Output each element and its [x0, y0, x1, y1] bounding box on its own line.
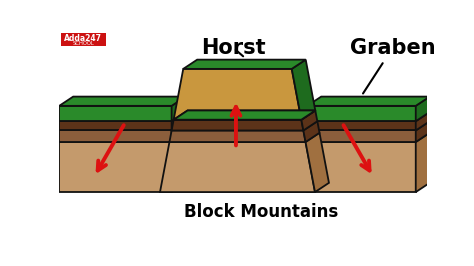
FancyBboxPatch shape: [61, 34, 106, 46]
Polygon shape: [172, 121, 186, 142]
Text: SCHOOL: SCHOOL: [73, 41, 94, 46]
Polygon shape: [172, 112, 186, 131]
Polygon shape: [416, 112, 430, 131]
Polygon shape: [172, 133, 186, 192]
Polygon shape: [169, 131, 306, 142]
Polygon shape: [160, 142, 315, 192]
Polygon shape: [301, 110, 317, 131]
Text: Horst: Horst: [201, 38, 266, 58]
Text: Block Mountains: Block Mountains: [183, 203, 338, 221]
Polygon shape: [173, 69, 301, 120]
Polygon shape: [292, 60, 315, 120]
Polygon shape: [307, 131, 416, 142]
Polygon shape: [59, 142, 172, 192]
Polygon shape: [416, 133, 430, 192]
Text: Graben: Graben: [350, 38, 435, 94]
Polygon shape: [59, 97, 186, 106]
Polygon shape: [172, 97, 186, 121]
Text: Adda247: Adda247: [64, 34, 102, 43]
Polygon shape: [307, 121, 416, 131]
Polygon shape: [172, 120, 303, 131]
Polygon shape: [416, 97, 430, 121]
Polygon shape: [59, 131, 172, 142]
Polygon shape: [416, 121, 430, 142]
Polygon shape: [173, 110, 315, 120]
Polygon shape: [307, 97, 430, 106]
Polygon shape: [303, 121, 319, 142]
Polygon shape: [183, 60, 306, 69]
Polygon shape: [307, 142, 416, 192]
Polygon shape: [173, 110, 315, 120]
Polygon shape: [59, 121, 172, 131]
Polygon shape: [307, 106, 416, 121]
Polygon shape: [59, 106, 172, 121]
Polygon shape: [306, 133, 329, 192]
